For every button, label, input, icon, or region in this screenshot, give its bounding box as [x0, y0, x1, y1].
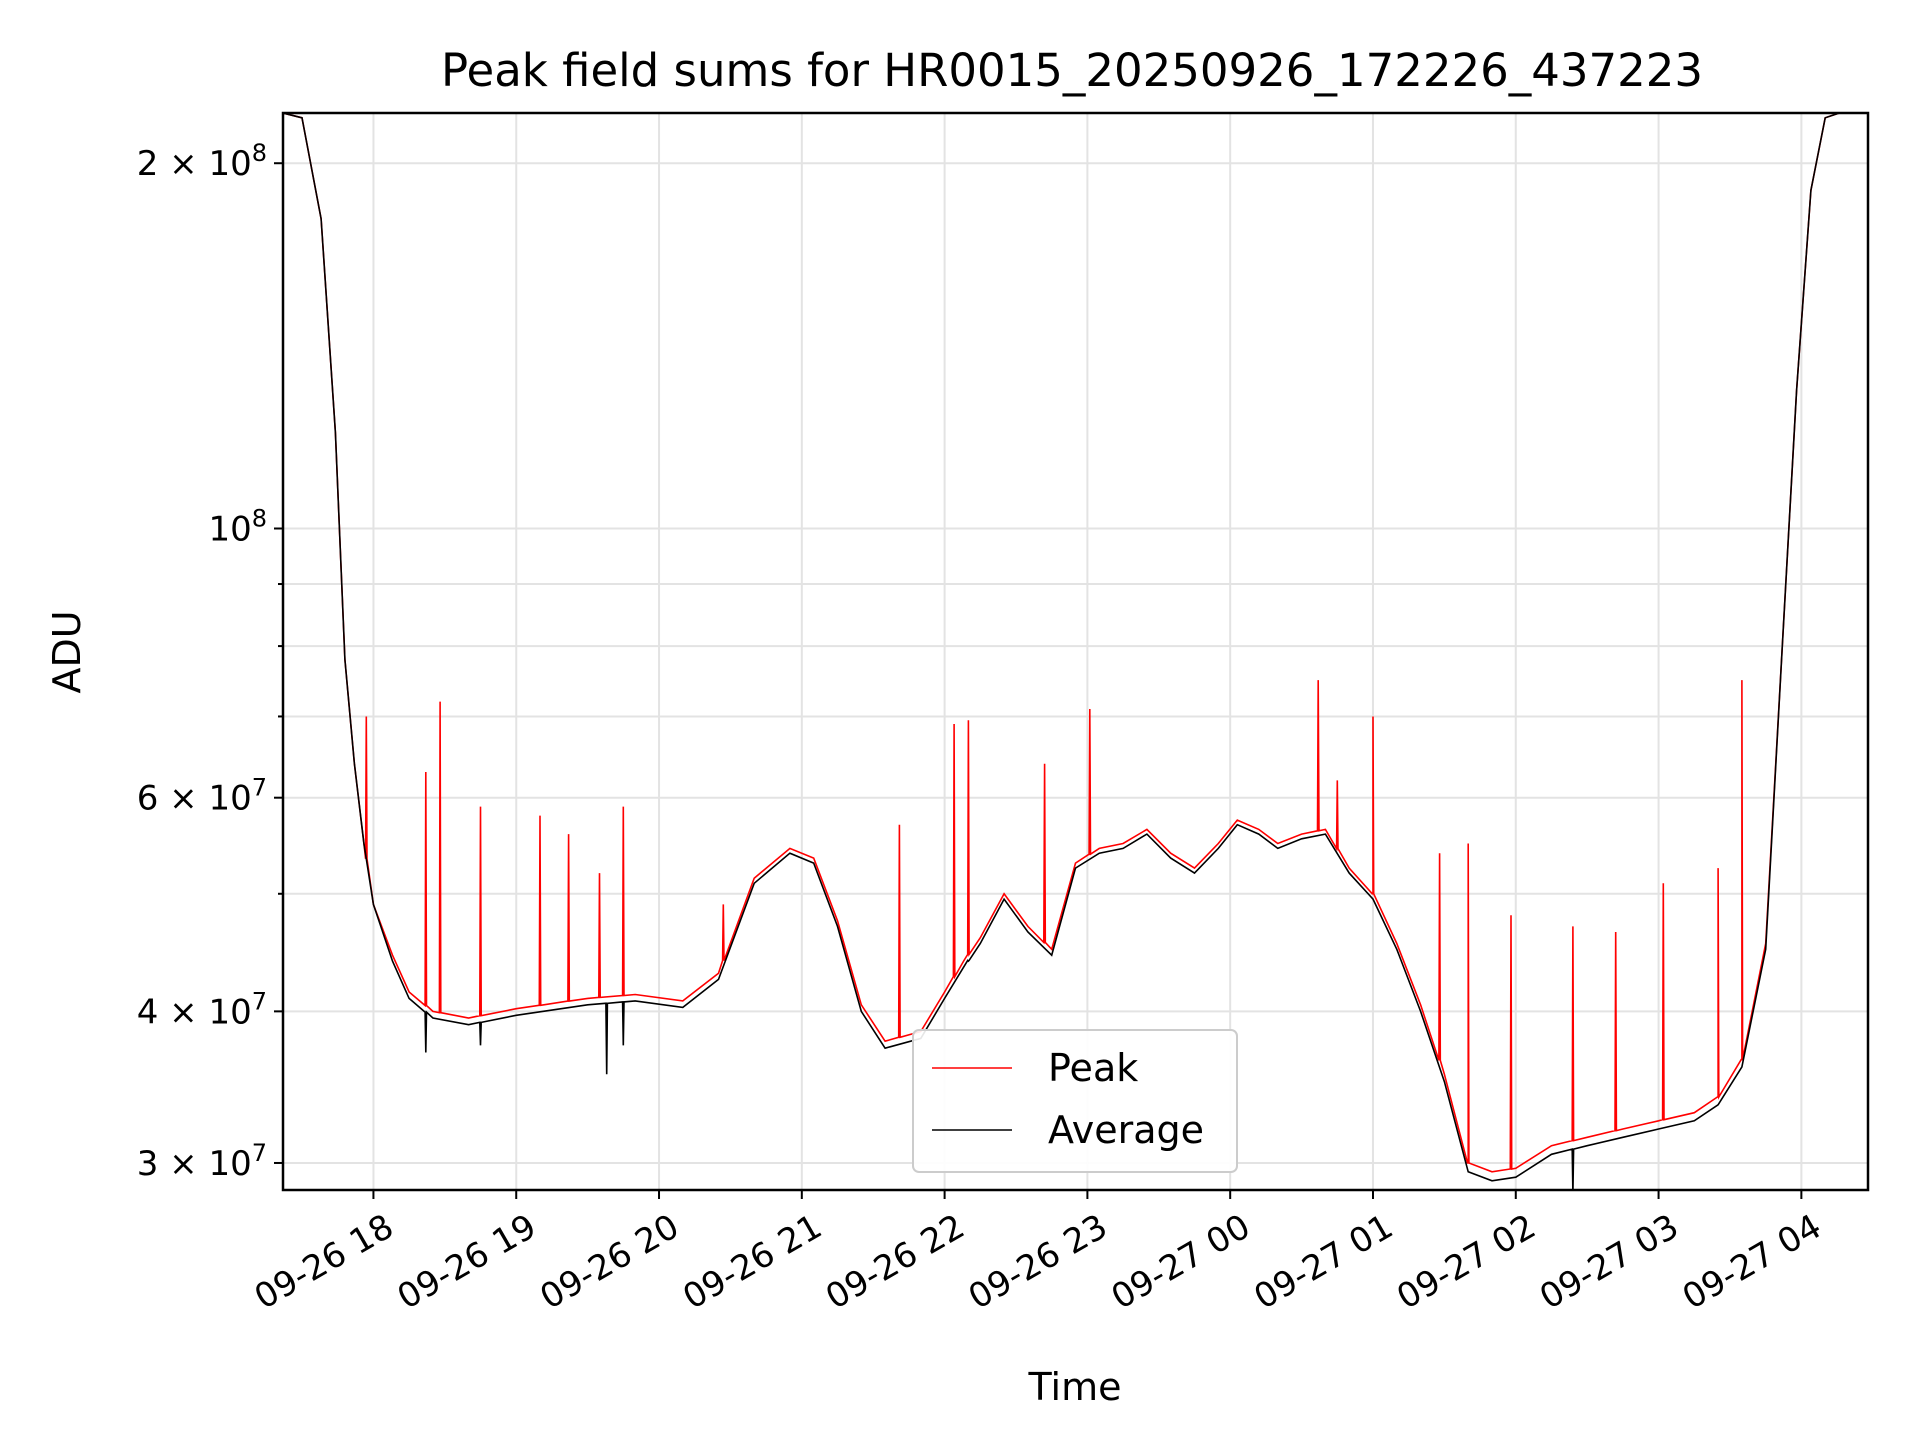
y-tick-label: 108: [208, 505, 267, 550]
y-tick-label: 6 × 107: [137, 774, 267, 819]
chart-title: Peak field sums for HR0015_20250926_1722…: [441, 44, 1703, 97]
y-tick-label: 3 × 107: [137, 1139, 267, 1184]
legend-box: [912, 1029, 1238, 1173]
grid: [283, 113, 1868, 1190]
y-tick-label: 4 × 107: [137, 987, 267, 1032]
legend-label-average: Average: [1048, 1108, 1204, 1152]
legend-label-peak: Peak: [1048, 1046, 1138, 1090]
series-line-peak: [283, 113, 1868, 1173]
y-axis-ticks: 2 × 108 108 6 × 107 4 × 107 3 × 107: [137, 139, 283, 1184]
y-axis-label: ADU: [45, 610, 89, 693]
series-layer: [283, 113, 1868, 1190]
plot-frame: [281, 111, 1870, 1192]
legend: Peak Average: [912, 1029, 1238, 1173]
x-axis-label: Time: [1028, 1365, 1122, 1409]
y-tick-label: 2 × 108: [137, 139, 267, 184]
series-line-average: [283, 113, 1868, 1190]
